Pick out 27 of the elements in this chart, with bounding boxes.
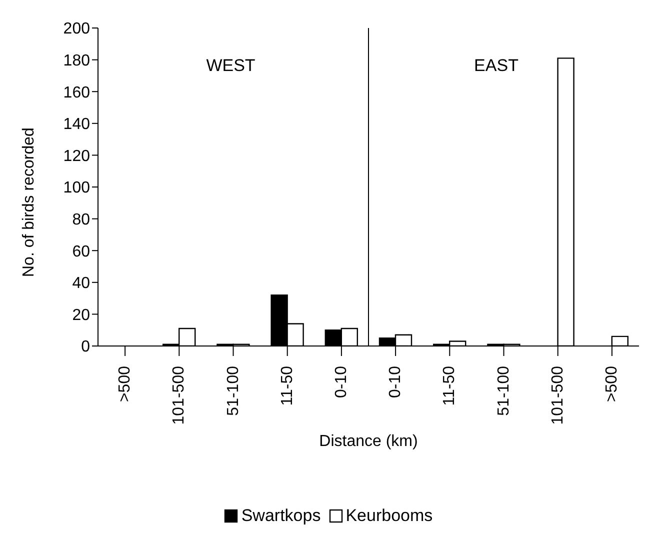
annotation: EAST bbox=[473, 56, 520, 76]
x-tick-label: 0-10 bbox=[332, 366, 350, 398]
y-tick-label: 120 bbox=[63, 148, 90, 165]
x-tick-label: >500 bbox=[603, 366, 620, 402]
x-tick-label: 51-100 bbox=[495, 366, 512, 416]
x-axis-title: Distance (km) bbox=[319, 433, 418, 450]
y-tick-label: 0 bbox=[81, 338, 90, 356]
y-tick-label: 140 bbox=[63, 116, 90, 134]
x-tick-label: 101-500 bbox=[170, 366, 188, 425]
y-tick-label: 100 bbox=[63, 180, 90, 197]
y-axis-title: No. of birds recorded bbox=[20, 128, 38, 277]
y-tick-label: 180 bbox=[63, 52, 90, 70]
x-tick-label: 11-50 bbox=[441, 366, 458, 406]
y-tick-label: 200 bbox=[63, 20, 90, 38]
y-tick-label: 80 bbox=[72, 211, 90, 228]
x-tick-label: 101-500 bbox=[549, 366, 566, 425]
y-tick-label: 60 bbox=[72, 243, 90, 260]
legend-label: Swartkops bbox=[241, 506, 321, 526]
legend-label: Keurbooms bbox=[346, 506, 433, 526]
annotation: WEST bbox=[205, 56, 256, 76]
y-tick-label: 160 bbox=[63, 84, 90, 102]
y-tick-label: 20 bbox=[72, 306, 90, 324]
x-tick-label: 0-10 bbox=[387, 366, 404, 398]
x-tick-label: 11-50 bbox=[278, 366, 296, 406]
x-tick-label: 51-100 bbox=[224, 366, 242, 416]
x-tick-label: >500 bbox=[116, 366, 134, 402]
y-tick-label: 40 bbox=[72, 275, 90, 292]
